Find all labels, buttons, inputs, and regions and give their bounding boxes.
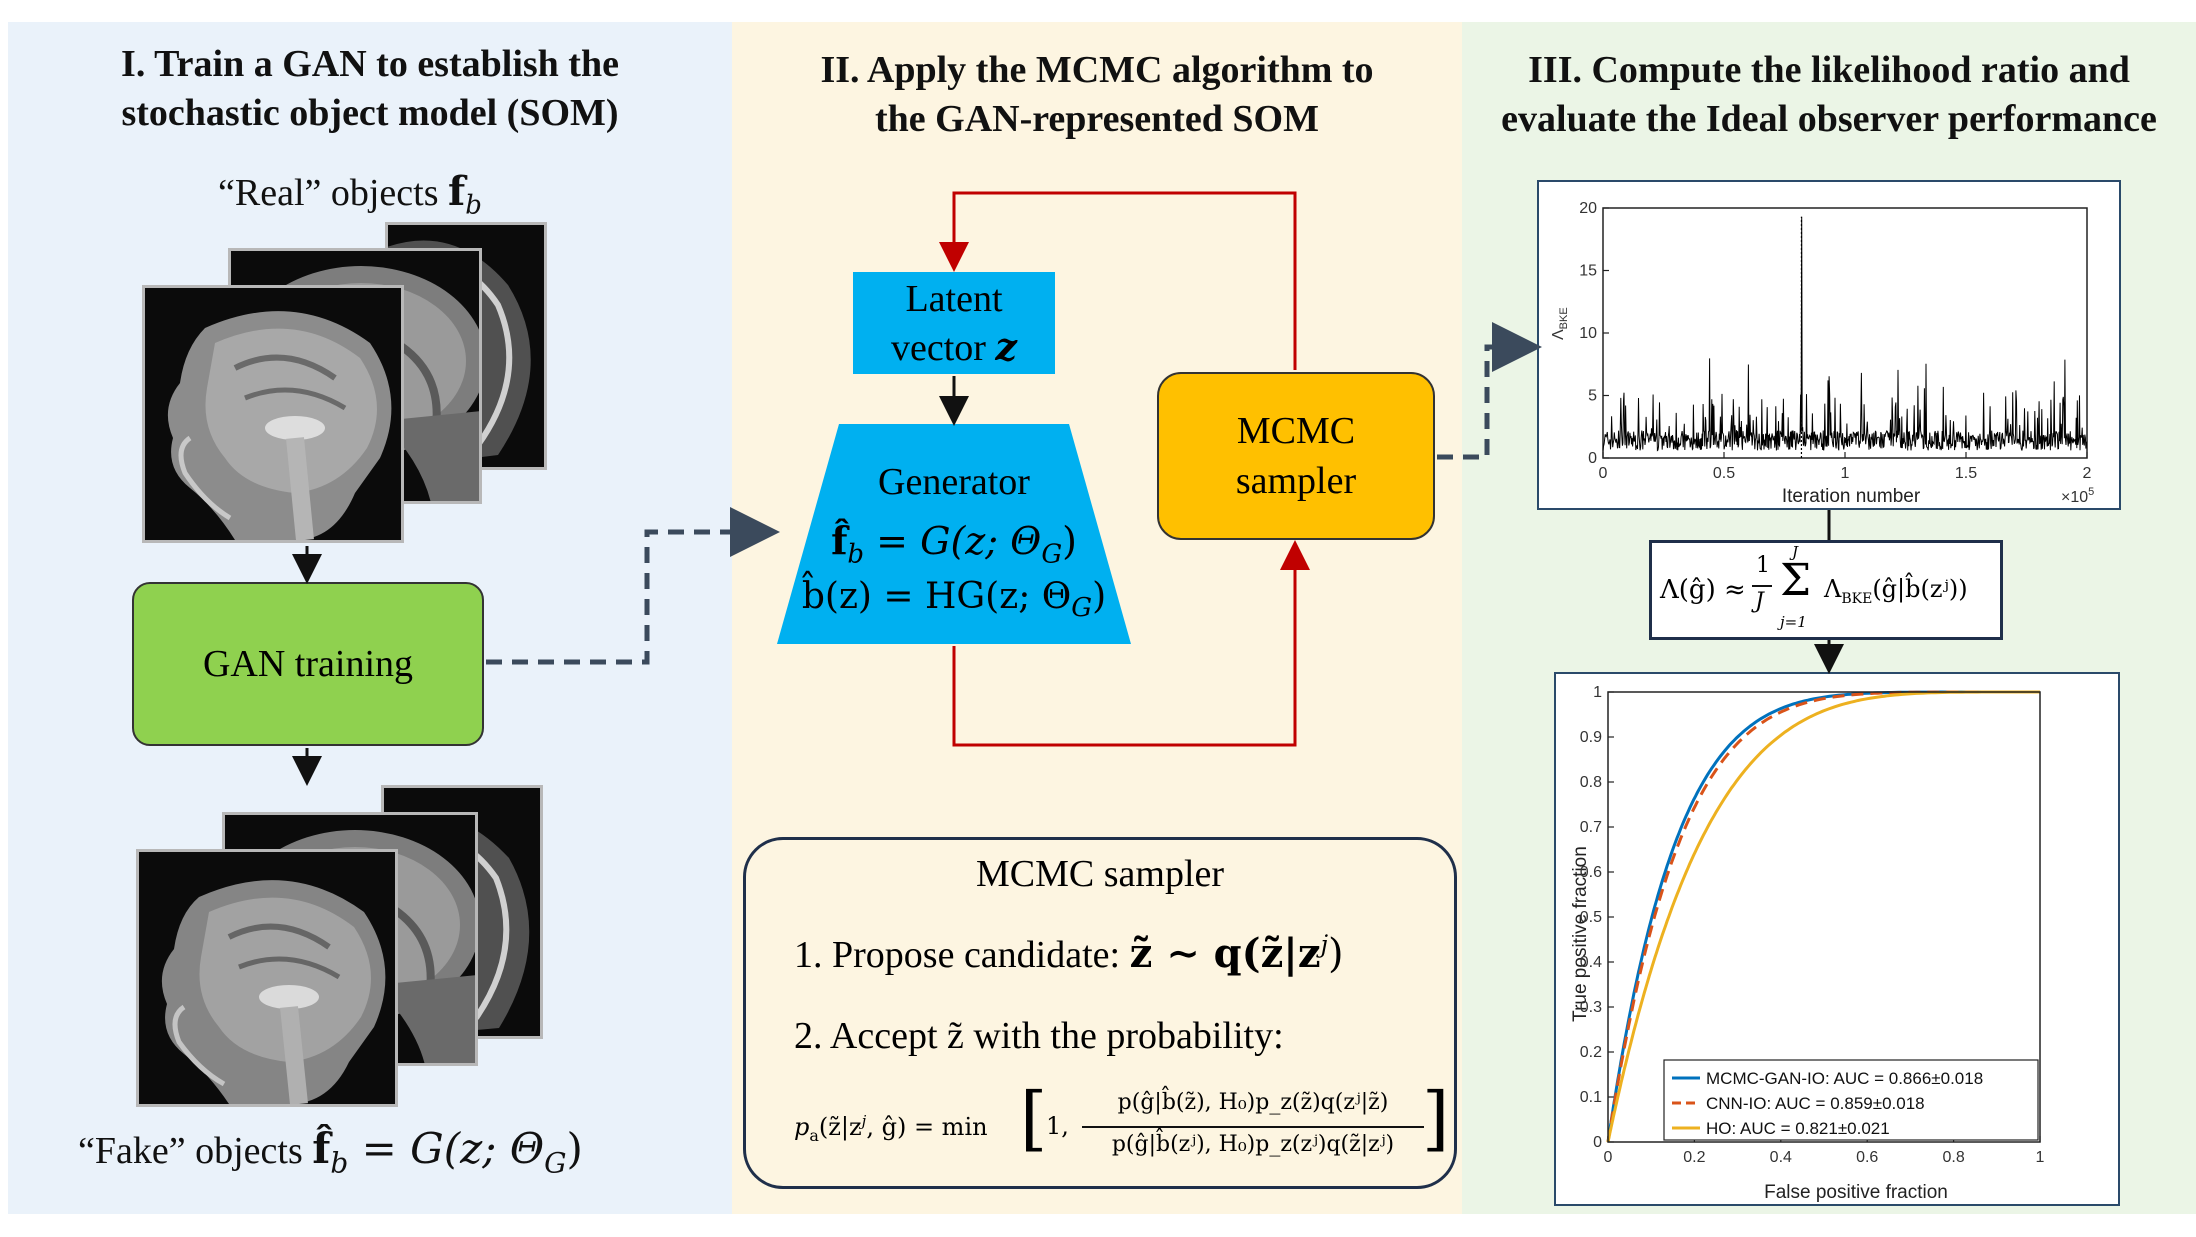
trace-xlabel: Iteration number [1782, 486, 1921, 507]
panel2-title: II. Apply the MCMC algorithm to the GAN-r… [820, 49, 1374, 140]
mcmc-sampler-details: MCMC sampler 1. Propose candidate: z̃ ∼ … [743, 837, 1457, 1189]
latent-vector-box[interactable]: Latent vector z [853, 272, 1055, 374]
roc-y-tick-label: 0.9 [1580, 729, 1602, 746]
trace-x-tick-label: 0.5 [1713, 465, 1735, 482]
trace-x-multiplier: ×105 [2061, 486, 2094, 506]
trace-y-tick-label: 10 [1579, 325, 1597, 342]
sampler-step2: 2. Accept z̃ with the probability: [794, 1015, 1284, 1057]
roc-y-tick-label: 0.3 [1580, 999, 1602, 1016]
generator-eq-b: b̂(z) = HG(z; ΘG) [801, 576, 1107, 624]
roc-x-tick-label: 0.2 [1683, 1149, 1705, 1166]
roc-y-tick-label: 0.1 [1580, 1089, 1602, 1106]
trace-x-tick-label: 0 [1599, 465, 1608, 482]
arrow-mcmc-to-trace-dashed [1437, 322, 1542, 460]
roc-y-tick-label: 1 [1593, 684, 1602, 701]
mcmc-sampler-box[interactable]: MCMC sampler [1157, 372, 1435, 540]
arrow-gan-to-generator-dashed [486, 507, 780, 665]
roc-legend-entry: HO: AUC = 0.821±0.021 [1706, 1119, 1890, 1138]
roc-x-tick-label: 0.6 [1856, 1149, 1878, 1166]
roc-y-tick-label: 0.8 [1580, 774, 1602, 791]
sampler-step1: 1. Propose candidate: z̃ ∼ q(z̃|zj) [794, 930, 1344, 977]
trace-x-tick-label: 2 [2083, 465, 2092, 482]
fake-mri-slice-front [136, 849, 398, 1107]
roc-legend-entry: MCMC-GAN-IO: AUC = 0.866±0.018 [1706, 1069, 1983, 1088]
roc-y-tick-label: 0.4 [1580, 954, 1602, 971]
fake-objects-label: “Fake” objects f̂b = G(z; ΘG) [78, 1124, 583, 1180]
loop-generator-to-mcmc [952, 540, 1310, 747]
sampler-details-title: MCMC sampler [975, 853, 1225, 895]
trace-y-tick-label: 20 [1579, 200, 1597, 217]
roc-y-tick-label: 0.7 [1580, 819, 1602, 836]
trace-y-tick-label: 15 [1579, 263, 1597, 280]
roc-legend-box [1663, 1059, 2039, 1141]
roc-chart: False positive fraction True positive fr… [1570, 684, 2045, 1203]
generator-title: Generator [878, 461, 1030, 503]
trace-series-line [1602, 216, 2088, 452]
roc-xlabel: False positive fraction [1764, 1182, 1948, 1203]
roc-y-tick-label: 0.5 [1580, 909, 1602, 926]
trace-plot-frame [1537, 180, 2121, 510]
roc-series-line-2 [1606, 690, 2040, 1143]
roc-legend-entry: CNN-IO: AUC = 0.859±0.018 [1706, 1094, 1925, 1113]
roc-x-tick-label: 1 [2036, 1149, 2045, 1166]
trace-y-tick-label: 5 [1588, 388, 1597, 405]
acceptance-probability-formula: pa(z̃|zj, ĝ) = min [ 1, p(ĝ|b̂(z̃), H₀)p… [794, 1077, 1450, 1159]
roc-y-tick-label: 0 [1593, 1134, 1602, 1151]
generator-trapezoid-shape [777, 424, 1131, 644]
generator-block[interactable]: Generator f̂b = G(z; ΘG) b̂(z) = HG(z; Θ… [777, 424, 1131, 644]
likelihood-ratio-formula: Λ(ĝ) ≈ 1 J J Σ j=1 ΛBKE(ĝ|b̂(zʲ)) [1649, 540, 2003, 640]
gan-training-box[interactable]: GAN training [132, 582, 484, 746]
roc-axes-box [1607, 691, 2041, 1143]
real-objects-label: “Real” objects fb [218, 168, 482, 221]
trace-ylabel: ΛBKE [1550, 307, 1570, 340]
roc-x-tick-label: 0.4 [1770, 1149, 1792, 1166]
trace-x-tick-label: 1 [1841, 465, 1850, 482]
panel3-title: III. Compute the likelihood ratio and eva… [1501, 49, 2157, 140]
roc-legend: MCMC-GAN-IO: AUC = 0.866±0.018 CNN-IO: AU… [1663, 1059, 2039, 1141]
real-mri-slice-front [142, 285, 404, 543]
panel1-title: I. Train a GAN to establish the stochasti… [121, 43, 619, 134]
roc-y-tick-label: 0.6 [1580, 864, 1602, 881]
roc-x-tick-label: 0.8 [1942, 1149, 1964, 1166]
likelihood-trace-chart: ΛBKE Iteration number ×105 0 0.5 1 1.5 20510… [1550, 200, 2094, 507]
trace-x-tick-label: 1.5 [1955, 465, 1977, 482]
roc-series-line-1 [1606, 690, 2040, 1143]
loop-mcmc-to-latent [939, 191, 1297, 370]
roc-y-tick-label: 0.2 [1580, 1044, 1602, 1061]
trace-y-tick-label: 0 [1588, 450, 1597, 467]
generator-eq-f: f̂b = G(z; ΘG) [831, 518, 1077, 570]
roc-x-tick-label: 0 [1604, 1149, 1613, 1166]
roc-ylabel: True positive fraction [1570, 846, 1591, 1022]
